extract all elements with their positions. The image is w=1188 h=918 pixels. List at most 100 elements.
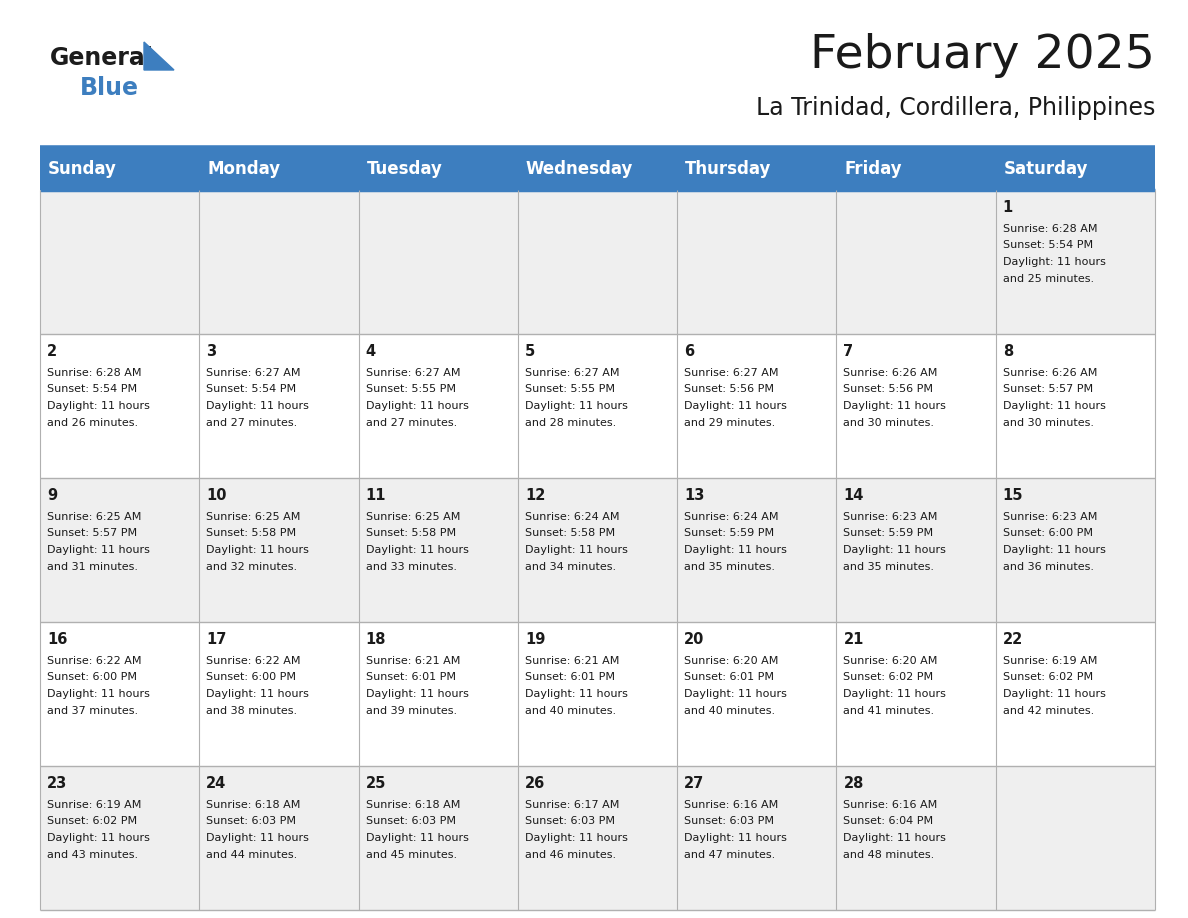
- Text: Daylight: 11 hours: Daylight: 11 hours: [843, 833, 947, 843]
- Text: 28: 28: [843, 776, 864, 791]
- Text: Daylight: 11 hours: Daylight: 11 hours: [684, 833, 786, 843]
- Bar: [677, 622, 836, 766]
- Text: and 40 minutes.: and 40 minutes.: [684, 706, 776, 715]
- Text: Sunset: 6:03 PM: Sunset: 6:03 PM: [684, 816, 775, 826]
- Text: Daylight: 11 hours: Daylight: 11 hours: [366, 833, 468, 843]
- Text: and 40 minutes.: and 40 minutes.: [525, 706, 617, 715]
- Text: 20: 20: [684, 632, 704, 647]
- Bar: [200, 190, 359, 334]
- Bar: [359, 190, 518, 334]
- Text: Sunset: 5:59 PM: Sunset: 5:59 PM: [684, 529, 775, 539]
- Text: and 38 minutes.: and 38 minutes.: [207, 706, 297, 715]
- Text: Blue: Blue: [80, 76, 139, 100]
- Text: 21: 21: [843, 632, 864, 647]
- Text: 23: 23: [48, 776, 68, 791]
- Text: Friday: Friday: [845, 160, 902, 178]
- Text: 15: 15: [1003, 488, 1023, 503]
- Bar: [40, 766, 200, 910]
- Bar: [996, 190, 1155, 334]
- Text: 17: 17: [207, 632, 227, 647]
- Text: Sunrise: 6:16 AM: Sunrise: 6:16 AM: [684, 800, 778, 810]
- Text: 16: 16: [48, 632, 68, 647]
- Text: Daylight: 11 hours: Daylight: 11 hours: [525, 401, 627, 411]
- Text: Sunset: 6:02 PM: Sunset: 6:02 PM: [1003, 673, 1093, 682]
- Text: 4: 4: [366, 344, 375, 359]
- Text: La Trinidad, Cordillera, Philippines: La Trinidad, Cordillera, Philippines: [756, 96, 1155, 120]
- Text: Saturday: Saturday: [1004, 160, 1088, 178]
- Text: Daylight: 11 hours: Daylight: 11 hours: [684, 545, 786, 555]
- Text: Daylight: 11 hours: Daylight: 11 hours: [1003, 689, 1106, 699]
- Text: Thursday: Thursday: [685, 160, 771, 178]
- Bar: [996, 334, 1155, 478]
- Text: Sunset: 6:03 PM: Sunset: 6:03 PM: [366, 816, 455, 826]
- Text: Sunrise: 6:23 AM: Sunrise: 6:23 AM: [843, 512, 937, 522]
- Text: Daylight: 11 hours: Daylight: 11 hours: [366, 545, 468, 555]
- Text: Tuesday: Tuesday: [367, 160, 442, 178]
- Text: Sunrise: 6:25 AM: Sunrise: 6:25 AM: [207, 512, 301, 522]
- Text: Sunset: 6:00 PM: Sunset: 6:00 PM: [1003, 529, 1093, 539]
- Text: and 42 minutes.: and 42 minutes.: [1003, 706, 1094, 715]
- Text: Sunset: 5:59 PM: Sunset: 5:59 PM: [843, 529, 934, 539]
- Text: Sunrise: 6:26 AM: Sunrise: 6:26 AM: [1003, 368, 1097, 378]
- Bar: [200, 766, 359, 910]
- Bar: [518, 190, 677, 334]
- Text: Sunset: 6:03 PM: Sunset: 6:03 PM: [207, 816, 296, 826]
- Bar: [836, 766, 996, 910]
- Polygon shape: [144, 42, 173, 70]
- Text: Daylight: 11 hours: Daylight: 11 hours: [525, 545, 627, 555]
- Text: and 39 minutes.: and 39 minutes.: [366, 706, 456, 715]
- Text: and 37 minutes.: and 37 minutes.: [48, 706, 138, 715]
- Text: and 47 minutes.: and 47 minutes.: [684, 849, 776, 859]
- Text: Sunset: 6:01 PM: Sunset: 6:01 PM: [684, 673, 775, 682]
- Bar: [677, 334, 836, 478]
- Text: Sunset: 6:00 PM: Sunset: 6:00 PM: [48, 673, 137, 682]
- Bar: [836, 478, 996, 622]
- Text: Daylight: 11 hours: Daylight: 11 hours: [1003, 545, 1106, 555]
- Text: Sunrise: 6:19 AM: Sunrise: 6:19 AM: [48, 800, 141, 810]
- Bar: [518, 334, 677, 478]
- Bar: [836, 190, 996, 334]
- Text: Sunset: 5:54 PM: Sunset: 5:54 PM: [207, 385, 297, 395]
- Text: and 32 minutes.: and 32 minutes.: [207, 562, 297, 572]
- Text: and 44 minutes.: and 44 minutes.: [207, 849, 297, 859]
- Text: 14: 14: [843, 488, 864, 503]
- Text: Sunset: 6:03 PM: Sunset: 6:03 PM: [525, 816, 615, 826]
- Text: Sunset: 5:58 PM: Sunset: 5:58 PM: [525, 529, 615, 539]
- Bar: [677, 478, 836, 622]
- Text: and 26 minutes.: and 26 minutes.: [48, 418, 138, 428]
- Text: Sunrise: 6:22 AM: Sunrise: 6:22 AM: [48, 656, 141, 666]
- Text: Daylight: 11 hours: Daylight: 11 hours: [48, 689, 150, 699]
- Bar: [200, 478, 359, 622]
- Text: and 25 minutes.: and 25 minutes.: [1003, 274, 1094, 284]
- Bar: [518, 622, 677, 766]
- Text: Sunrise: 6:18 AM: Sunrise: 6:18 AM: [366, 800, 460, 810]
- Text: Sunset: 5:55 PM: Sunset: 5:55 PM: [366, 385, 455, 395]
- Text: Sunrise: 6:24 AM: Sunrise: 6:24 AM: [684, 512, 778, 522]
- Bar: [996, 622, 1155, 766]
- Text: 26: 26: [525, 776, 545, 791]
- Text: Sunset: 5:54 PM: Sunset: 5:54 PM: [48, 385, 137, 395]
- Text: and 46 minutes.: and 46 minutes.: [525, 849, 617, 859]
- Text: Sunday: Sunday: [48, 160, 116, 178]
- Text: Sunrise: 6:20 AM: Sunrise: 6:20 AM: [684, 656, 778, 666]
- Text: Sunrise: 6:18 AM: Sunrise: 6:18 AM: [207, 800, 301, 810]
- Text: 24: 24: [207, 776, 227, 791]
- Text: Sunrise: 6:21 AM: Sunrise: 6:21 AM: [366, 656, 460, 666]
- Text: and 41 minutes.: and 41 minutes.: [843, 706, 935, 715]
- Bar: [40, 622, 200, 766]
- Text: 18: 18: [366, 632, 386, 647]
- Text: 11: 11: [366, 488, 386, 503]
- Text: Sunrise: 6:27 AM: Sunrise: 6:27 AM: [207, 368, 301, 378]
- Text: 3: 3: [207, 344, 216, 359]
- Bar: [40, 334, 200, 478]
- Text: Daylight: 11 hours: Daylight: 11 hours: [366, 401, 468, 411]
- Text: Sunrise: 6:27 AM: Sunrise: 6:27 AM: [684, 368, 778, 378]
- Text: Sunset: 6:02 PM: Sunset: 6:02 PM: [843, 673, 934, 682]
- Bar: [40, 478, 200, 622]
- Text: Sunset: 5:56 PM: Sunset: 5:56 PM: [843, 385, 934, 395]
- Text: February 2025: February 2025: [810, 33, 1155, 78]
- Bar: [359, 622, 518, 766]
- Text: Sunrise: 6:17 AM: Sunrise: 6:17 AM: [525, 800, 619, 810]
- Bar: [359, 334, 518, 478]
- Text: Daylight: 11 hours: Daylight: 11 hours: [207, 545, 309, 555]
